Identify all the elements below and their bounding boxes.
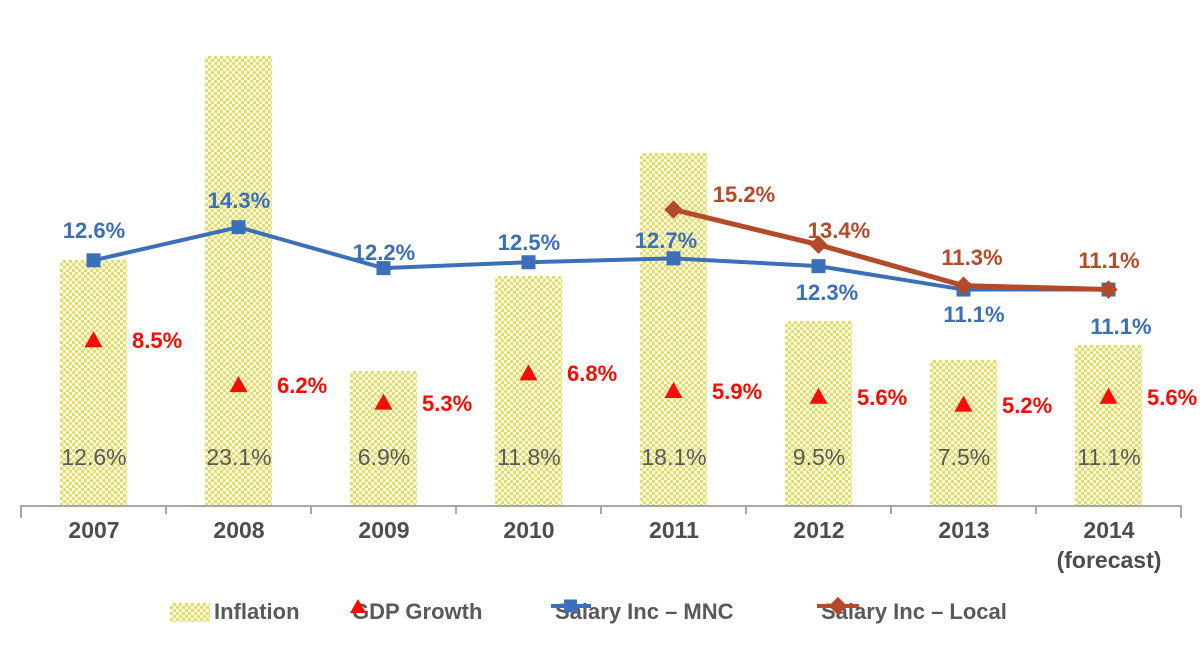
x-axis-tick (600, 505, 602, 514)
x-axis-tick (1035, 505, 1037, 514)
x-axis-label-2009: 2009 (358, 517, 410, 543)
gdp-value-label-2012: 5.6% (857, 385, 908, 410)
gdp-marker-2009 (374, 393, 393, 410)
mnc-marker-2007 (86, 253, 101, 268)
x-axis-tick (745, 505, 747, 514)
inflation-bar-2007 (60, 260, 127, 506)
legend-item-gdp-growth: GDP Growth (348, 597, 482, 627)
inflation-bar-2010 (495, 276, 562, 506)
local-line (672, 207, 1109, 293)
gdp-value-label-2014: 5.6% (1147, 385, 1198, 410)
inflation-value-label-2007: 12.6% (61, 444, 127, 470)
inflation-value-label-2013: 7.5% (937, 444, 991, 470)
x-axis-note-2014: (forecast) (1056, 547, 1162, 573)
x-axis-label-2012: 2012 (793, 517, 845, 543)
legend-label-salary-local: Salary Inc – Local (821, 599, 1007, 624)
x-axis-label-2007: 2007 (68, 517, 120, 543)
mnc-value-label-2012: 12.3% (795, 280, 859, 305)
inflation-bar-2012 (785, 321, 852, 506)
x-axis-tick (1180, 505, 1182, 518)
gdp-marker-2011 (664, 381, 683, 398)
gdp-value-label-2009: 5.3% (422, 391, 473, 416)
local-marker-2012 (809, 235, 828, 254)
local-value-label-2014: 11.1% (1078, 248, 1140, 273)
mnc-marker-2008 (231, 220, 246, 235)
x-axis-label-2011: 2011 (649, 517, 699, 543)
mnc-marker-2010 (521, 255, 536, 270)
mnc-marker-2012 (811, 259, 826, 274)
mnc-value-label-2013: 11.1% (943, 302, 1005, 327)
legend-label-inflation: Inflation (214, 599, 300, 624)
local-value-label-2012: 13.4% (807, 218, 871, 243)
legend-label-salary-mnc: Salary Inc – MNC (555, 599, 734, 624)
inflation-bar-2014 (1075, 345, 1142, 506)
inflation-value-label-2011: 18.1% (641, 444, 707, 470)
gdp-marker-2007 (84, 331, 103, 348)
x-axis-tick (20, 505, 22, 518)
mnc-value-label-2009: 12.2% (352, 240, 416, 265)
mnc-line (93, 225, 1109, 292)
legend-label-gdp-growth: GDP Growth (352, 599, 483, 624)
inflation-swatch-icon (170, 602, 210, 622)
local-marker-2014 (1099, 280, 1118, 299)
gdp-marker-2012 (809, 387, 828, 404)
inflation-value-label-2012: 9.5% (792, 444, 846, 470)
local-value-label-2013: 11.3% (941, 245, 1003, 270)
mnc-marker-2009 (376, 261, 391, 276)
x-axis-tick (455, 505, 457, 514)
x-axis-label-2013: 2013 (938, 517, 990, 543)
mnc-value-label-2011: 12.7% (634, 228, 698, 253)
legend-item-salary-mnc: Salary Inc – MNC (551, 597, 734, 627)
inflation-bar-2013 (930, 360, 997, 506)
gdp-value-label-2007: 8.5% (132, 328, 183, 353)
local-marker-2011 (664, 200, 683, 219)
x-axis-tick (890, 505, 892, 514)
mnc-value-label-2014: 11.1% (1090, 314, 1152, 339)
gdp-value-label-2011: 5.9% (712, 379, 763, 404)
gdp-marker-2008 (229, 376, 248, 393)
mnc-value-label-2010: 12.5% (497, 230, 561, 255)
local-marker-2013 (954, 276, 973, 295)
inflation-value-label-2014: 11.1% (1077, 444, 1141, 470)
x-axis-label-2014: 2014 (1083, 517, 1135, 543)
x-axis-tick (310, 505, 312, 514)
gdp-marker-2014 (1099, 387, 1118, 404)
mnc-value-label-2007: 12.6% (62, 218, 126, 243)
gdp-value-label-2008: 6.2% (277, 373, 328, 398)
legend-item-salary-local: Salary Inc – Local (817, 597, 1007, 627)
inflation-value-label-2009: 6.9% (357, 444, 411, 470)
x-axis-tick (165, 505, 167, 514)
gdp-marker-2013 (954, 395, 973, 412)
inflation-bar-2009 (350, 371, 417, 506)
x-axis-label-2010: 2010 (503, 517, 555, 543)
local-value-label-2011: 15.2% (712, 182, 776, 207)
x-axis-label-2008: 2008 (213, 517, 265, 543)
mnc-marker-2011 (666, 251, 681, 266)
gdp-value-label-2013: 5.2% (1002, 393, 1053, 418)
inflation-value-label-2010: 11.8% (497, 444, 561, 470)
gdp-marker-2010 (519, 364, 538, 381)
inflation-value-label-2008: 23.1% (206, 444, 272, 470)
gdp-value-label-2010: 6.8% (567, 361, 618, 386)
mnc-value-label-2008: 14.3% (207, 188, 271, 213)
inflation-bar-2008 (205, 56, 272, 506)
legend-item-inflation: Inflation (170, 597, 300, 627)
